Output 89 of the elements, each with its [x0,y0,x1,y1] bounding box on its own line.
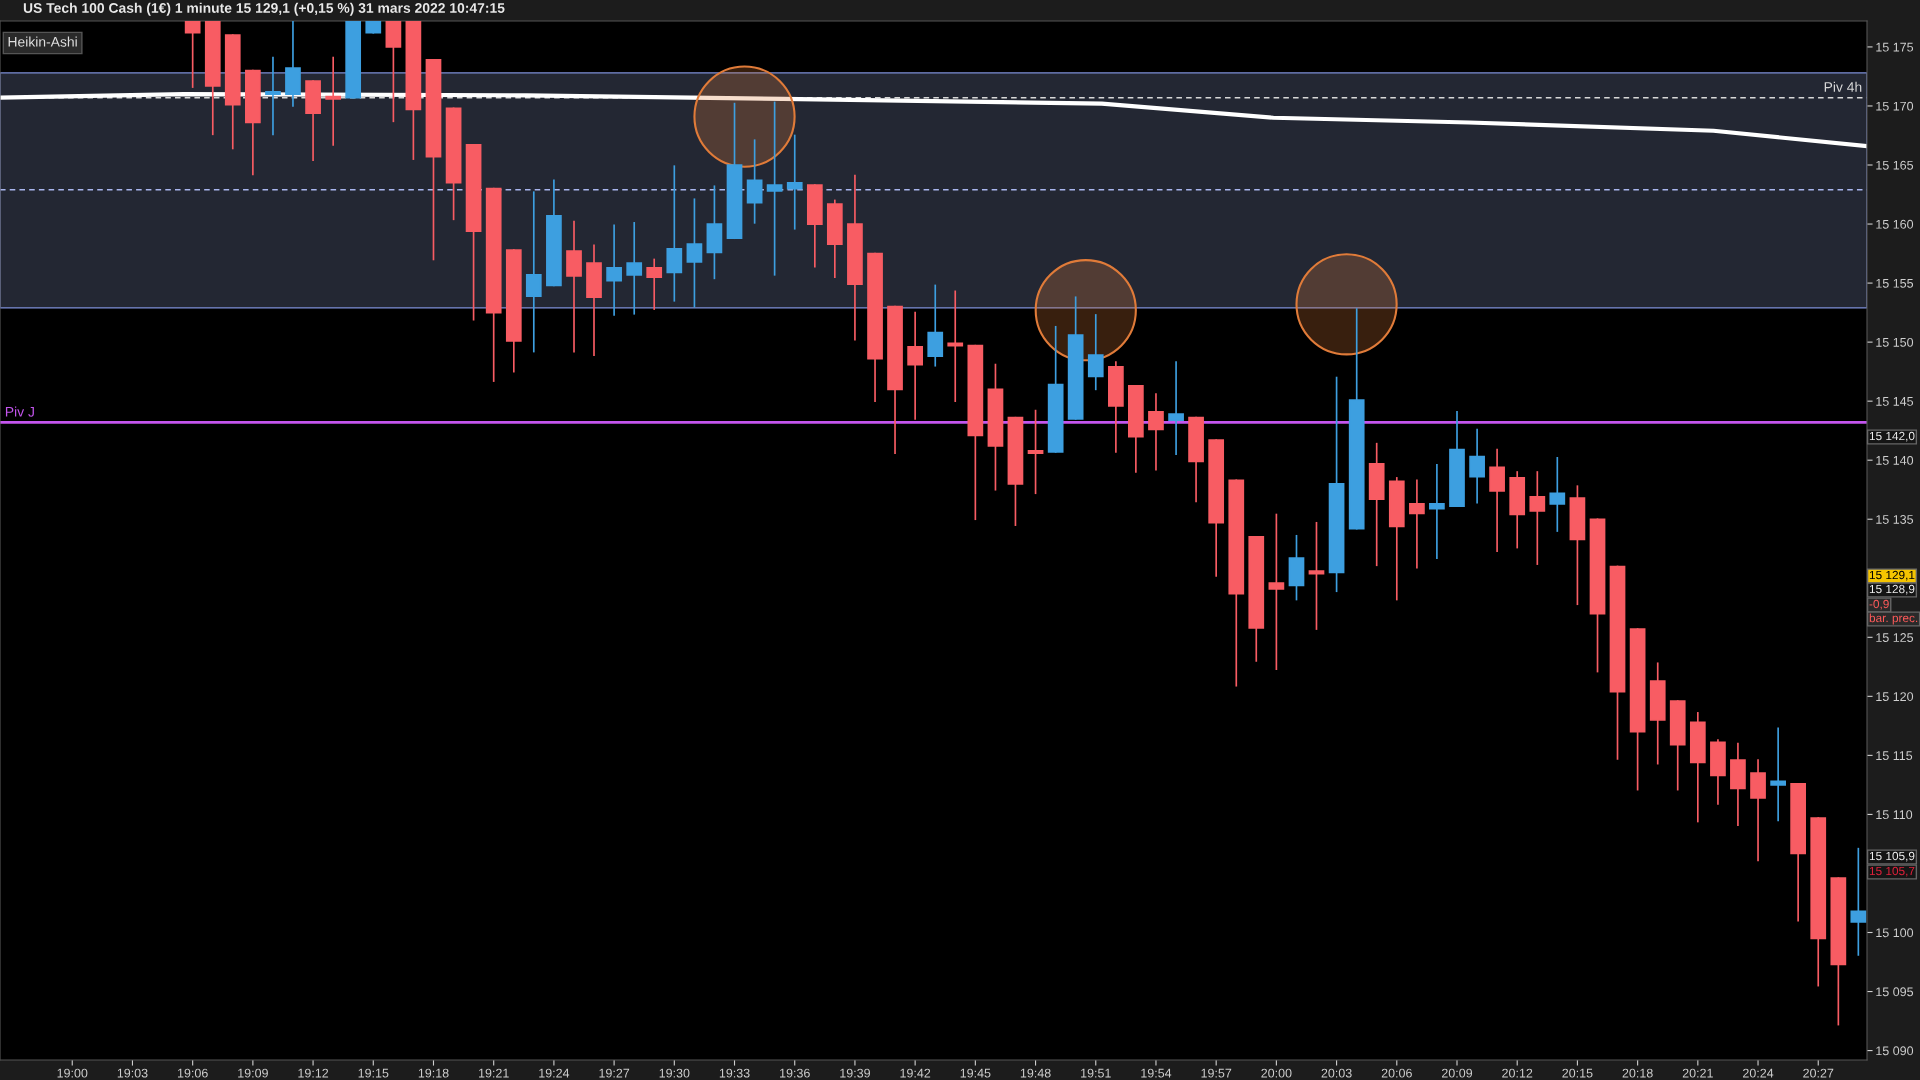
y-tick-label: 15 115 [1876,751,1913,761]
point [1034,259,1137,362]
text: 15 105,9 [1869,851,1915,862]
candlestick [786,134,803,230]
x-tick-label: 20:27 [1803,1068,1834,1078]
candlestick [907,311,924,420]
x-tick-label: 19:51 [1081,1068,1111,1078]
x-tick-label: 19:27 [599,1068,630,1078]
candlestick [1168,361,1184,456]
x-tick-label: 19:36 [780,1068,810,1078]
candlestick [1529,471,1546,565]
x-tick-label: 19:24 [539,1068,570,1078]
text: 15 105,7 [1869,866,1915,877]
ref-line-label: Piv 4h [1824,81,1862,92]
y-tick-label: 15 095 [1876,987,1914,997]
x-tick-label: 20:06 [1381,1068,1412,1078]
line-series [0,92,1868,149]
y-tick-label: 15 165 [1876,160,1914,170]
x-tick-label: 19:30 [659,1068,690,1078]
y-tick-label: 15 175 [1876,42,1914,52]
x-tick-label: 20:18 [1622,1068,1653,1078]
candlestick [1308,521,1325,630]
x-tick-label: 19:45 [960,1068,991,1078]
chart-title: US Tech 100 Cash (1€) 1 minute 15 129,1 (+0,15 %) 31 mars 2022 10:47:15 [23,2,505,16]
candlestick [525,191,542,353]
text: 15 142,0 [1869,431,1915,442]
x-tick-label: 19:15 [358,1068,389,1078]
x-tick-label: 19:42 [900,1068,931,1078]
x-tick-label: 20:12 [1502,1068,1533,1078]
x-tick-label: 19:00 [57,1068,88,1078]
candlestick [646,258,663,310]
candlestick [1268,513,1285,671]
x-tick-label: 19:48 [1020,1068,1051,1078]
x-tick-label: 20:24 [1743,1068,1774,1078]
x-tick-label: 19:39 [840,1068,870,1078]
candlestick [184,20,201,88]
y-tick-label: 15 160 [1876,219,1914,229]
candlestick [626,222,643,315]
x-tick-label: 19:21 [479,1068,509,1078]
candlestick [666,165,683,302]
x-tick-label: 20:03 [1321,1068,1352,1078]
candlestick [606,224,622,316]
x-tick-label: 20:15 [1562,1068,1593,1078]
x-tick-label: 19:33 [719,1068,750,1078]
x-tick-label: 19:09 [238,1068,268,1078]
candlestick [1549,456,1566,532]
x-tick-label: 19:54 [1141,1068,1172,1078]
y-tick-label: 15 125 [1876,633,1914,642]
candlestick [947,290,964,402]
y-tick-label: 15 170 [1876,101,1914,111]
x-tick-label: 19:12 [298,1068,329,1078]
candlestick [1429,464,1445,560]
candlestick [1087,314,1104,391]
y-tick-label: 15 090 [1876,1046,1914,1056]
candlestick [1489,448,1505,552]
y-tick-label: 15 100 [1876,928,1914,938]
y-tick-label: 15 140 [1876,456,1914,465]
candlestick [686,198,703,308]
x-tick-label: 19:03 [117,1068,148,1078]
point [1295,253,1398,356]
x-tick-label: 20:00 [1261,1068,1292,1078]
x-tick-label: 19:18 [418,1068,449,1078]
x-tick-label: 20:21 [1682,1068,1713,1078]
point [693,65,796,168]
x-tick-label: 19:06 [177,1068,208,1078]
candlestick [1027,409,1044,495]
candlestick [746,139,763,224]
x-tick-label: 19:57 [1201,1068,1232,1078]
candlestick [1469,428,1485,504]
ref-line-label: Piv J [5,406,34,417]
text: -0,9 [1869,599,1889,610]
y-tick-label: 15 150 [1876,337,1914,347]
candlestick [1770,727,1787,822]
text: 15 129,1 [1869,570,1915,581]
candlestick [927,284,944,367]
y-tick-label: 15 145 [1876,397,1914,406]
candlestick [766,101,783,276]
y-tick-label: 15 110 [1876,810,1913,820]
text: bar. prec. [1869,613,1918,625]
candlestick [265,56,281,136]
y-tick-label: 15 135 [1876,515,1914,524]
candlestick [325,56,342,146]
x-tick-label: 20:09 [1441,1068,1473,1078]
y-tick-label: 15 120 [1876,692,1914,701]
annotation: Heikin-Ashi [8,36,77,47]
candlestick [1409,479,1425,569]
candlestick [1148,393,1164,471]
y-tick-label: 15 155 [1876,279,1914,288]
text: 15 128,9 [1869,584,1915,595]
